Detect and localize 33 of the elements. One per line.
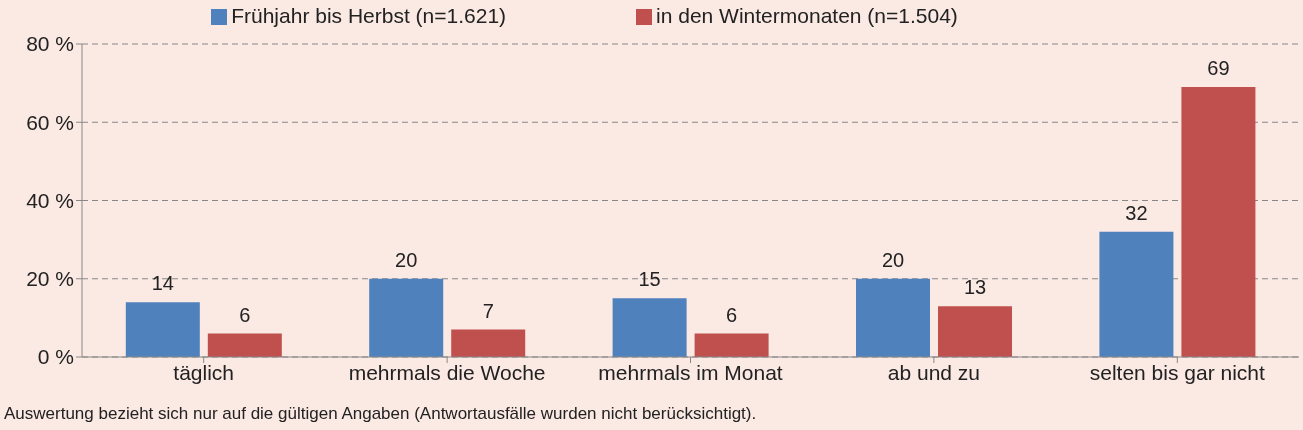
x-tick-label: mehrmals die Woche	[348, 360, 546, 384]
bar	[938, 306, 1013, 357]
y-tick-label: 0 %	[37, 345, 74, 369]
y-tick-label: 40 %	[26, 188, 74, 212]
bar	[451, 329, 526, 357]
data-label: 13	[963, 276, 987, 299]
x-tick-label: mehrmals im Monat	[598, 360, 783, 384]
x-tick-label: selten bis gar nicht	[1089, 360, 1266, 384]
data-label: 6	[239, 303, 251, 326]
bar	[856, 278, 931, 357]
data-label: 6	[726, 303, 738, 326]
text: Auswertung bezieht sich nur auf die gültigen Angaben (Antwortausfälle wurden nicht berücksichtigt).	[4, 404, 757, 424]
bar	[694, 333, 769, 357]
y-tick-label: 60 %	[26, 110, 74, 134]
x-tick-label: ab und zu	[887, 360, 981, 384]
bar	[369, 278, 444, 357]
bar	[1181, 87, 1256, 357]
y-tick-label: 80 %	[26, 32, 74, 56]
data-label: 20	[881, 248, 905, 271]
legend-label: in den Wintermonaten (n=1.504)	[656, 4, 958, 27]
data-label: 20	[395, 248, 418, 271]
bar	[1099, 231, 1174, 357]
data-label: 69	[1207, 57, 1230, 80]
bar	[207, 333, 282, 357]
bar	[125, 302, 200, 357]
y-tick-label: 20 %	[26, 267, 74, 291]
bar	[612, 298, 687, 357]
data-label: 14	[151, 272, 174, 295]
x-tick-label: täglich	[173, 360, 235, 384]
legend-label: Frühjahr bis Herbst (n=1.621)	[231, 4, 507, 27]
data-label: 15	[638, 268, 661, 291]
data-label: 7	[482, 299, 494, 322]
data-label: 32	[1125, 201, 1148, 224]
